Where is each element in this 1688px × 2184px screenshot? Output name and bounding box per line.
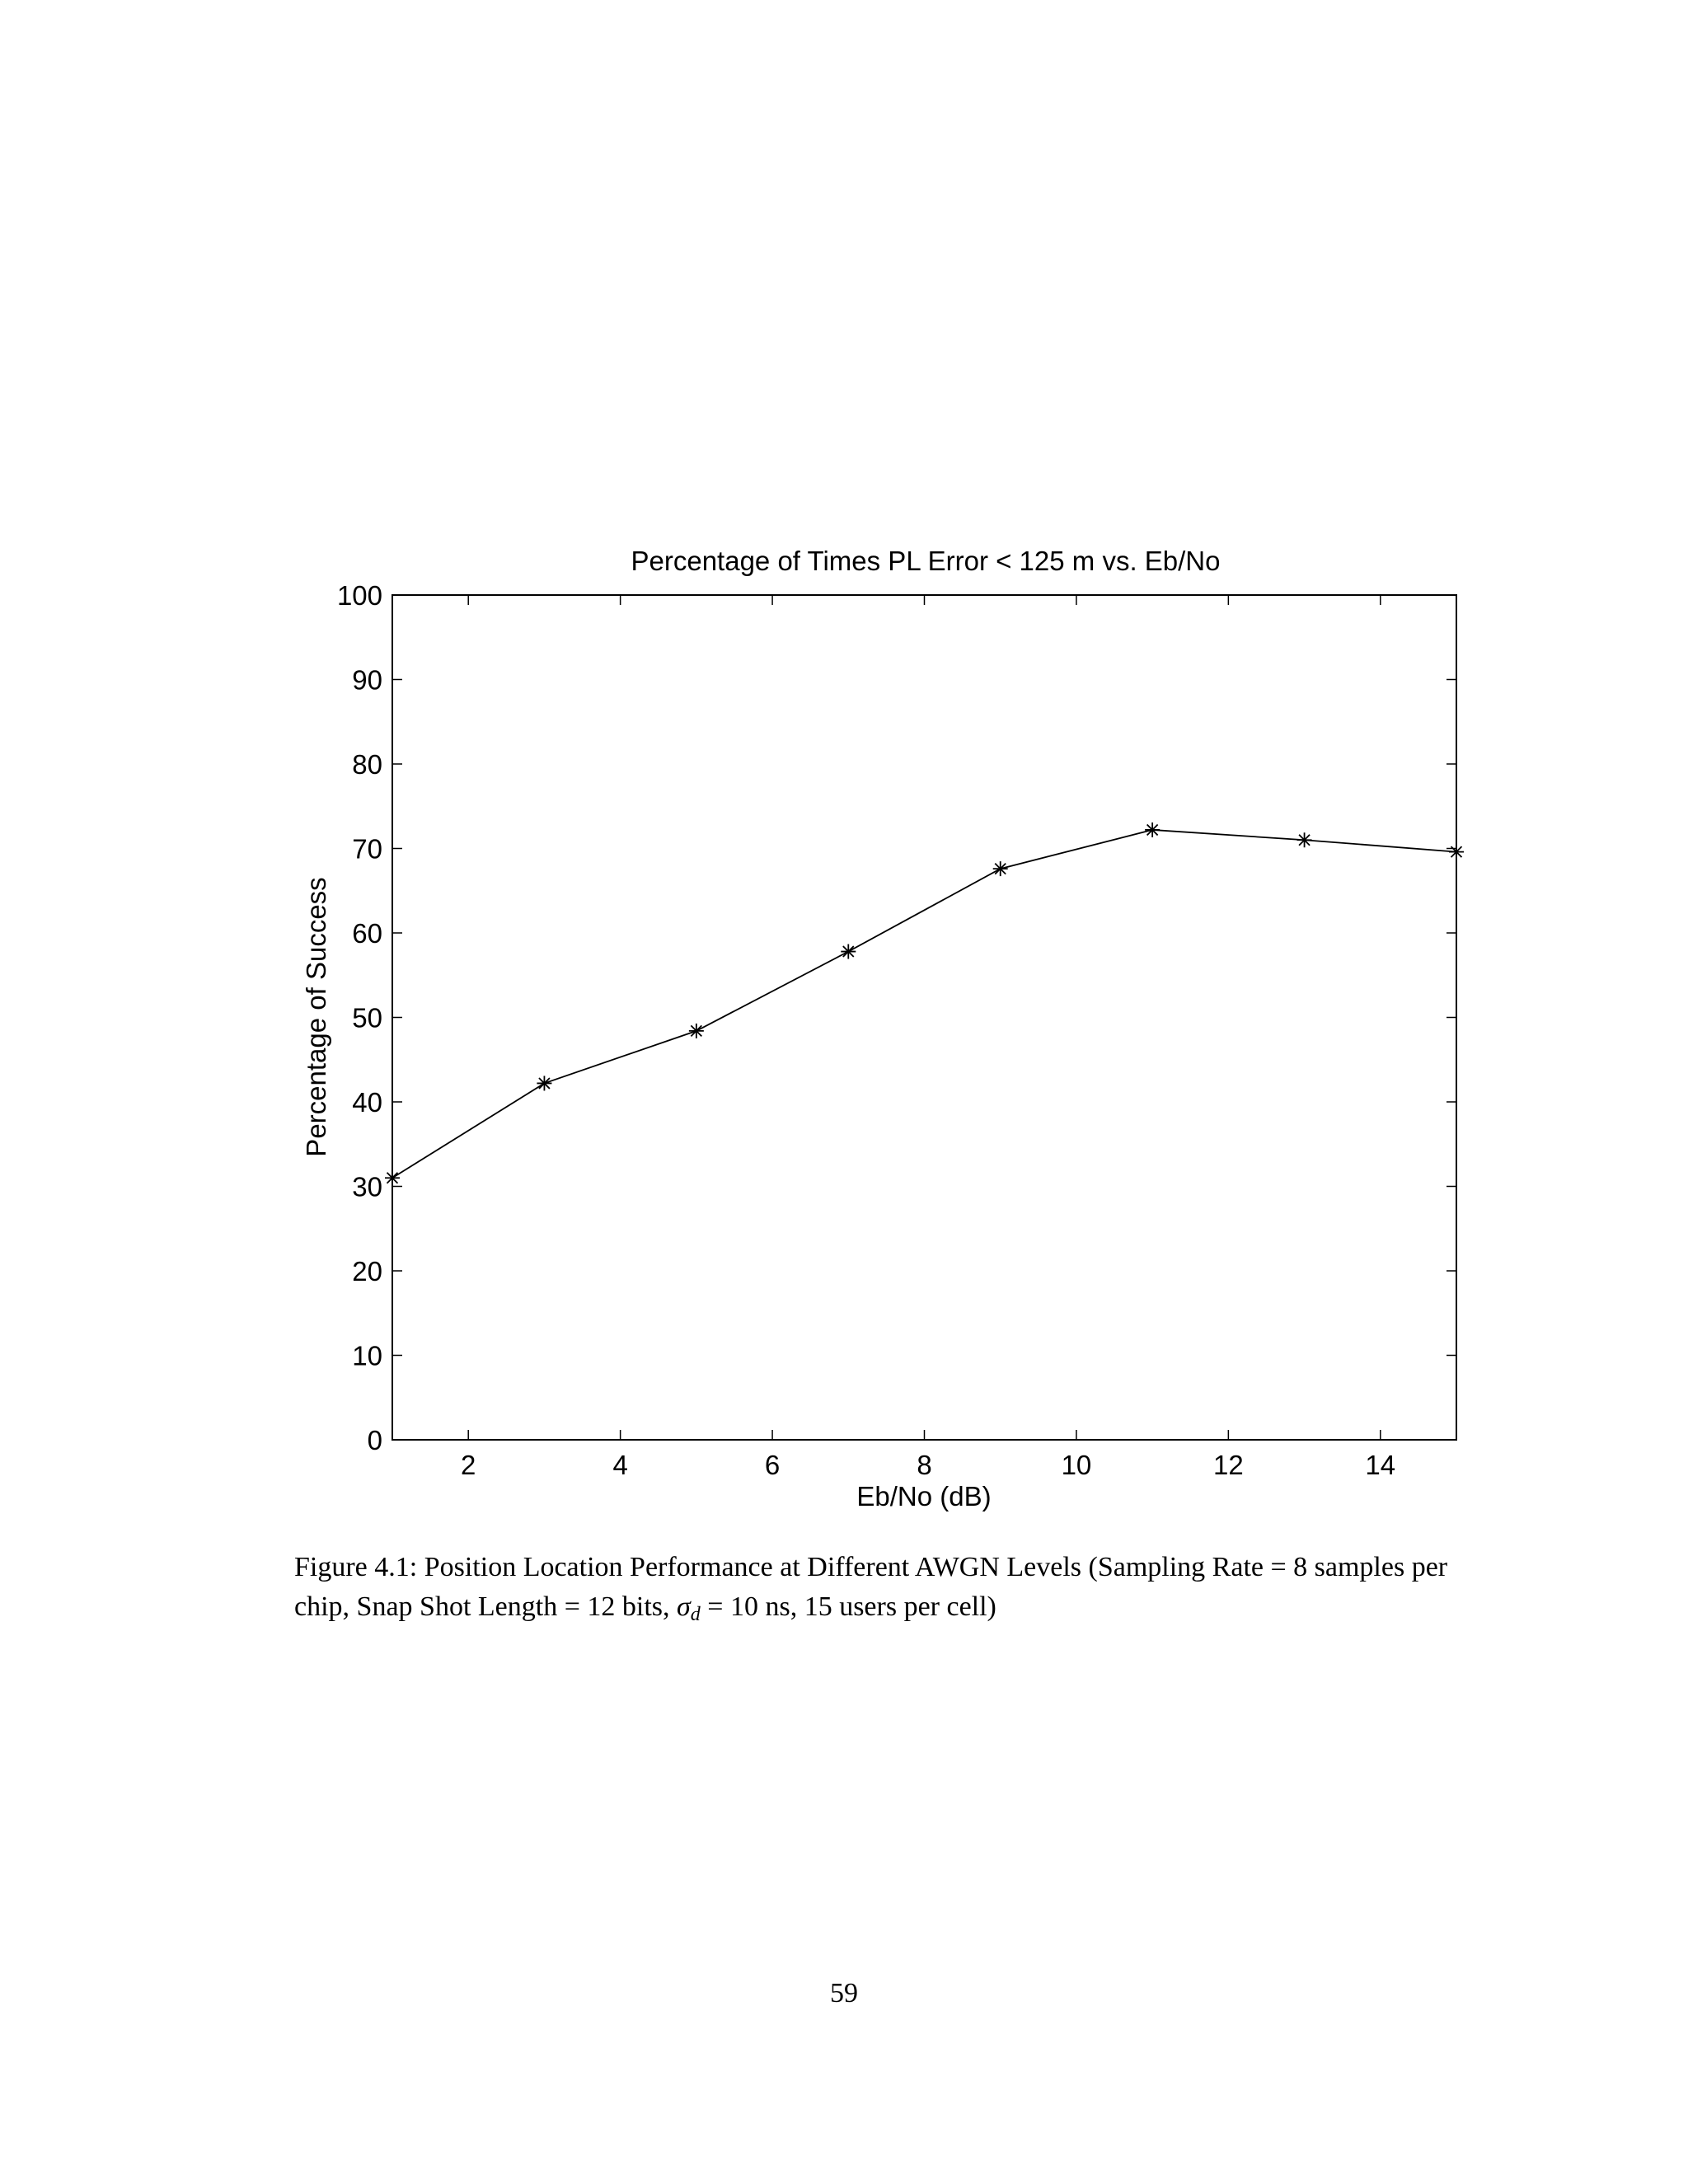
figure-caption: Figure 4.1: Position Location Performanc…	[294, 1548, 1473, 1634]
x-tick-label: 4	[612, 1450, 627, 1480]
data-point-marker	[1449, 844, 1464, 860]
page-number: 59	[830, 1978, 858, 2008]
x-tick-label: 8	[917, 1450, 931, 1480]
data-series	[385, 822, 1464, 1186]
data-point-marker	[537, 1076, 552, 1091]
data-point-marker	[385, 1170, 400, 1186]
x-tick-label: 2	[461, 1450, 476, 1480]
caption-sigma: σ	[677, 1591, 691, 1622]
data-point-marker	[688, 1023, 704, 1038]
axis-ticks	[392, 594, 1456, 1441]
y-tick-label: 20	[352, 1256, 382, 1286]
y-tick-label: 10	[352, 1341, 382, 1371]
series-line	[392, 829, 1457, 1179]
x-tick-label: 12	[1213, 1450, 1244, 1480]
y-tick-label: 100	[337, 580, 382, 611]
data-point-marker	[841, 944, 856, 959]
y-axis-label: Percentage of Success	[301, 877, 331, 1156]
x-tick-label: 6	[765, 1450, 780, 1480]
y-tick-label: 70	[352, 834, 382, 865]
caption-text-part2: = 10 ns, 15 users per cell)	[700, 1591, 996, 1622]
y-tick-label: 90	[352, 665, 382, 696]
plot-frame	[392, 594, 1457, 1441]
data-point-marker	[992, 861, 1008, 877]
y-tick-label: 50	[352, 1003, 382, 1033]
y-tick-label: 80	[352, 749, 382, 780]
y-tick-label: 60	[352, 918, 382, 949]
chart-title: Percentage of Times PL Error < 125 m vs.…	[631, 546, 1220, 576]
caption-sigma-subscript: d	[690, 1604, 701, 1625]
caption-text-part1: Figure 4.1: Position Location Performanc…	[294, 1552, 1448, 1622]
y-tick-label: 30	[352, 1172, 382, 1202]
x-tick-label: 14	[1365, 1450, 1395, 1480]
x-tick-label: 10	[1062, 1450, 1092, 1480]
x-axis-label: Eb/No (dB)	[856, 1481, 991, 1511]
tick-labels: 2 4 6 8 10 12 14 0 10 20 30 40 50 60 70 80 90 100	[337, 580, 1395, 1480]
data-point-marker	[1296, 832, 1312, 848]
y-tick-label: 0	[368, 1425, 382, 1455]
y-tick-label: 40	[352, 1087, 382, 1118]
data-point-marker	[1145, 822, 1160, 837]
